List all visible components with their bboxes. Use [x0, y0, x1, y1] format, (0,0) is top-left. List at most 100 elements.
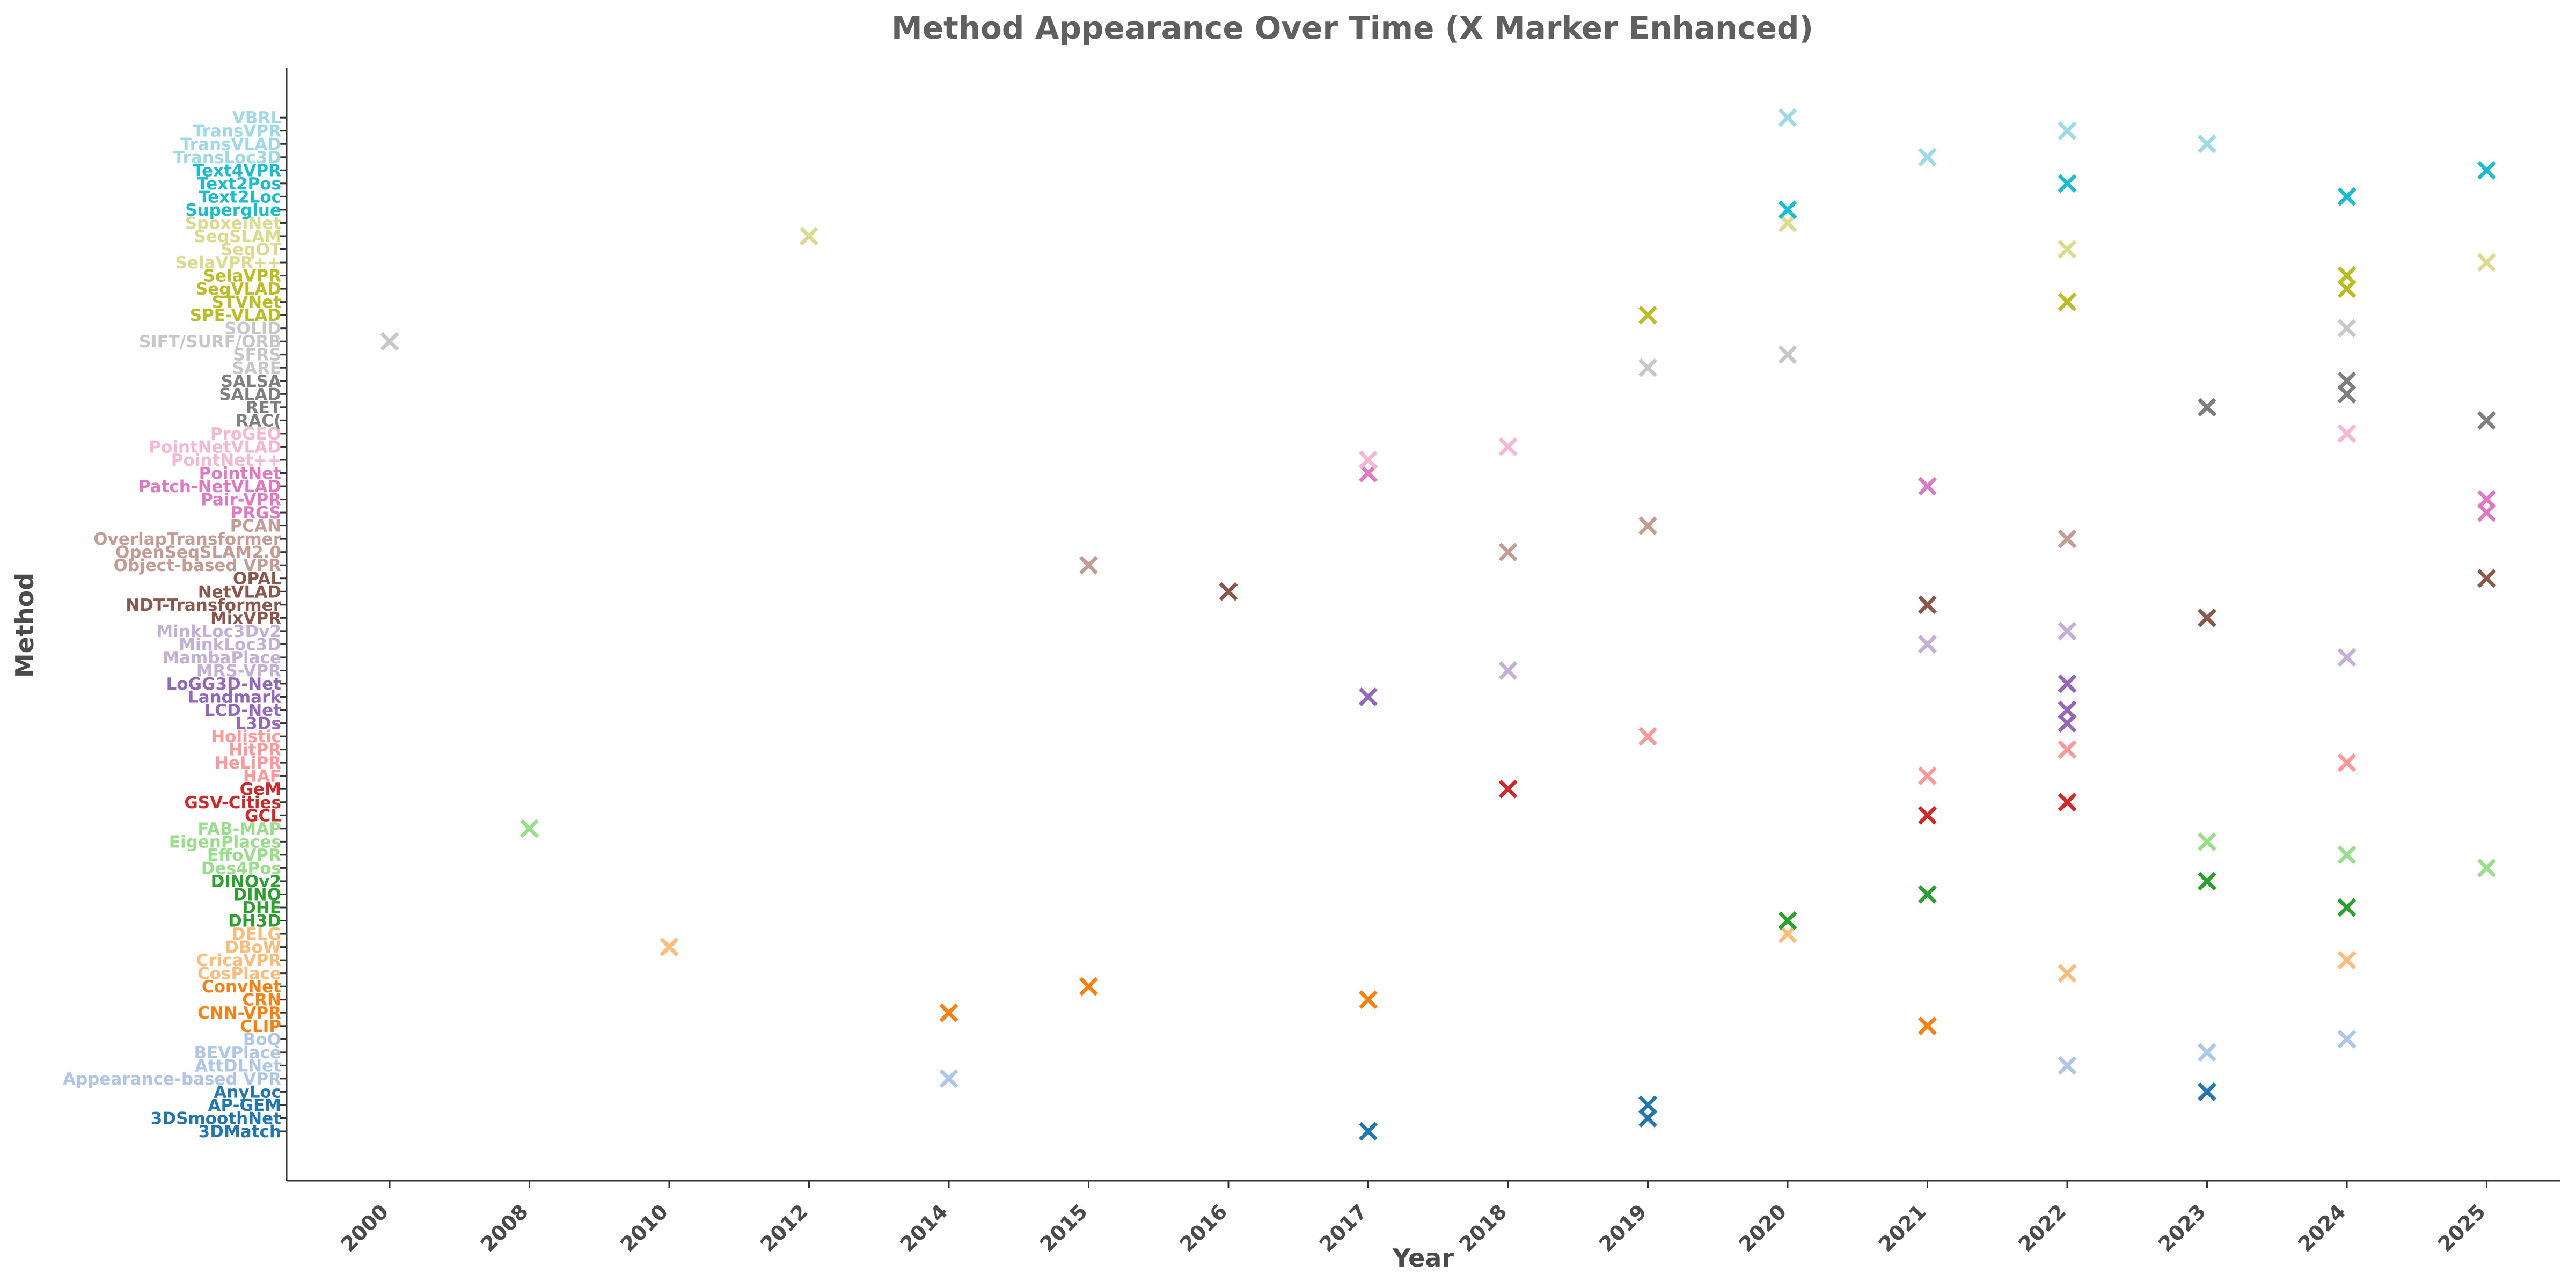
x-tick-label: 2020: [1734, 1199, 1791, 1256]
x-marker: [2337, 1029, 2357, 1049]
x-tick-label: 2014: [895, 1199, 952, 1256]
x-tick-label: 2000: [336, 1199, 393, 1256]
y-tick-label: NetVLAD: [198, 582, 281, 602]
y-tick-label: DBoW: [225, 938, 281, 957]
y-tick-label: SOLID: [224, 319, 281, 339]
x-marker: [2198, 608, 2216, 627]
x-marker: [1918, 595, 1937, 614]
y-tick-label: TransVPR: [193, 122, 281, 141]
y-tick-label: SeqSLAM: [194, 227, 281, 246]
x-tick-label: 2021: [1874, 1199, 1931, 1256]
y-tick-label: VBRL: [232, 108, 281, 128]
y-tick-label: Object-based VPR: [114, 556, 282, 575]
y-tick-label: SpoxelNet: [185, 214, 281, 233]
y-tick-label: ConvNet: [202, 977, 281, 997]
y-tick-label: DINO: [233, 885, 281, 904]
y-tick-label: PointNet: [199, 464, 282, 484]
y-tick-label: DINOv2: [211, 872, 281, 891]
x-marker: [2477, 858, 2496, 877]
y-tick-label: EffoVPR: [207, 846, 281, 865]
y-tick-label: LoGG3D-Net: [166, 675, 282, 694]
y-tick-label: EigenPlaces: [169, 832, 281, 852]
x-marker: [380, 332, 399, 351]
x-marker: [2477, 490, 2496, 509]
y-tick-label: CricaVPR: [196, 951, 281, 970]
y-tick-label: CosPlace: [197, 964, 281, 984]
y-tick-label: SARE: [232, 358, 281, 378]
y-axis-label: Method: [10, 573, 39, 678]
y-tick-label: BEVPlace: [194, 1043, 281, 1063]
y-tick-label: OpenSeqSLAM2.0: [115, 543, 281, 562]
y-tick-label: 3DSmoothNet: [151, 1109, 281, 1128]
x-marker: [1219, 582, 1238, 601]
y-tick-label: Des4Pos: [201, 859, 281, 878]
x-marker: [2058, 964, 2077, 983]
y-tick-label: GCL: [245, 806, 281, 825]
x-marker: [1918, 806, 1937, 825]
x-marker: [1079, 555, 1098, 575]
y-tick-label: 3DMatch: [199, 1122, 281, 1141]
x-marker: [1918, 884, 1937, 904]
y-tick-label: MRS-VPR: [196, 661, 281, 680]
x-marker: [2337, 845, 2357, 865]
x-marker: [2337, 424, 2357, 443]
y-tick-label: HitPR: [229, 741, 281, 760]
x-marker: [660, 938, 679, 957]
y-tick-label: BoQ: [243, 1030, 281, 1049]
x-marker: [1918, 766, 1937, 786]
x-marker: [2337, 648, 2357, 667]
y-tick-label: CLIP: [240, 1017, 281, 1036]
y-tick-label: Holistic: [211, 727, 281, 747]
x-marker: [2337, 266, 2357, 286]
x-marker: [1778, 108, 1797, 127]
y-tick-label: MinkLoc3Dv2: [156, 622, 281, 641]
y-tick-label: OPAL: [233, 569, 281, 589]
y-tick-label: HAF: [243, 767, 281, 786]
x-marker: [1498, 661, 1518, 680]
x-marker: [1638, 1095, 1657, 1115]
x-marker: [2198, 872, 2216, 891]
x-marker: [1079, 977, 1098, 996]
x-marker: [2058, 793, 2077, 812]
y-tick-label: Landmark: [188, 688, 282, 707]
y-tick-label: TransVLAD: [180, 135, 281, 154]
y-tick-label: PointNetVLAD: [149, 437, 281, 457]
y-tick-label: NDT-Transformer: [126, 596, 281, 615]
x-marker: [1638, 305, 1657, 325]
x-tick-label: 2012: [756, 1199, 813, 1256]
x-marker: [2337, 898, 2357, 917]
x-marker: [2058, 740, 2077, 759]
y-tick-label: OverlapTransformer: [93, 530, 281, 549]
x-tick-label: 2025: [2433, 1199, 2490, 1256]
x-marker: [1918, 148, 1937, 167]
x-marker: [2337, 187, 2357, 206]
y-tick-group: 3DMatch3DSmoothNetAP-GEMAnyLocAppearance…: [63, 108, 287, 1141]
x-marker: [2477, 160, 2496, 180]
y-tick-label: MixVPR: [210, 609, 281, 628]
y-tick-label: STVNet: [212, 293, 281, 312]
y-tick-label: LCD-Net: [204, 701, 282, 720]
x-marker: [2198, 832, 2216, 851]
y-tick-label: ProGEO: [210, 425, 281, 444]
y-tick-label: MinkLoc3D: [179, 635, 281, 654]
y-tick-label: PointNet++: [171, 451, 281, 470]
y-tick-label: RAC(: [236, 411, 281, 430]
x-marker: [2337, 371, 2357, 391]
chart-title: Method Appearance Over Time (X Marker En…: [891, 10, 1813, 46]
y-tick-label: SALSA: [221, 372, 281, 391]
x-marker: [2058, 174, 2077, 193]
y-tick-label: AP-GEM: [208, 1096, 281, 1115]
x-axis-label: Year: [1392, 1243, 1454, 1272]
y-tick-label: AttDLNet: [195, 1056, 281, 1075]
x-marker: [1918, 1016, 1937, 1036]
x-tick-label: 2010: [616, 1199, 672, 1256]
x-marker: [2058, 1056, 2077, 1075]
x-marker: [2058, 621, 2077, 641]
x-tick-label: 2017: [1315, 1199, 1372, 1256]
y-tick-label: Appearance-based VPR: [63, 1070, 281, 1089]
x-marker: [2058, 529, 2077, 548]
x-marker: [800, 226, 818, 246]
x-marker: [2337, 950, 2357, 970]
